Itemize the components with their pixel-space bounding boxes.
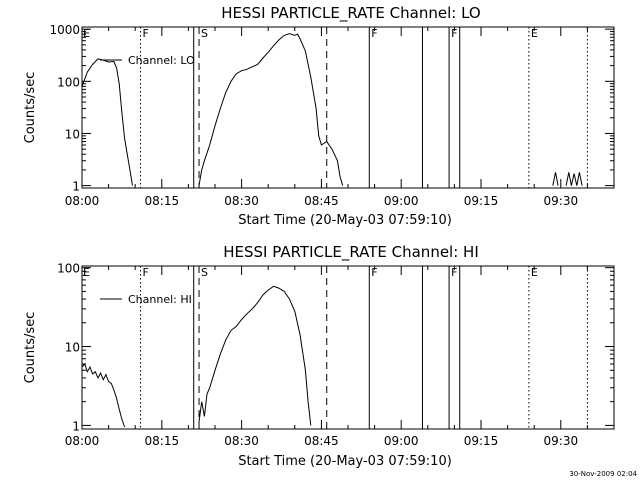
x-tick-label: 08:15 — [145, 194, 180, 208]
x-tick-label: 08:45 — [304, 194, 339, 208]
x-axis-label: Start Time (20-May-03 07:59:10) — [238, 454, 452, 469]
event-marker-label: F — [451, 266, 457, 279]
event-marker-label: S — [201, 27, 208, 40]
x-tick-label: 09:30 — [544, 434, 579, 448]
chart-title: HESSI PARTICLE_RATE Channel: HI — [223, 243, 479, 262]
x-tick-label: 09:30 — [544, 194, 579, 208]
series-line-segment — [81, 58, 133, 186]
chart-title: HESSI PARTICLE_RATE Channel: LO — [221, 4, 480, 23]
x-tick-label: 08:15 — [145, 434, 180, 448]
series-line-segment — [198, 285, 312, 426]
event-marker-label: S — [201, 266, 208, 279]
y-tick-label: 1 — [72, 419, 80, 433]
series-line-segment — [81, 363, 126, 428]
x-tick-label: 08:00 — [65, 194, 100, 208]
y-tick-label: 10 — [65, 341, 80, 355]
event-marker-label: E — [531, 27, 538, 40]
series-line-segment — [565, 172, 583, 186]
x-tick-label: 09:00 — [384, 434, 419, 448]
legend-label: Channel: HI — [128, 293, 192, 306]
x-tick-label: 08:45 — [304, 434, 339, 448]
event-marker-label: F — [143, 266, 149, 279]
y-tick-label: 1 — [72, 180, 80, 194]
series-line-segment — [552, 172, 559, 186]
start-flag-label: E — [83, 27, 90, 40]
legend-label: Channel: LO — [128, 54, 195, 67]
start-flag-label: E — [83, 266, 90, 279]
x-axis-label: Start Time (20-May-03 07:59:10) — [238, 213, 452, 228]
y-axis-label: Counts/sec — [23, 72, 38, 144]
date-stamp: 30-Nov-2009 02:04 — [569, 470, 637, 478]
event-marker-label: F — [371, 27, 377, 40]
y-axis-label: Counts/sec — [23, 312, 38, 384]
y-tick-label: 10 — [65, 127, 80, 141]
x-tick-label: 08:30 — [224, 194, 259, 208]
y-tick-label: 100 — [57, 262, 80, 276]
y-tick-label: 100 — [57, 75, 80, 89]
chart-panel-1: HESSI PARTICLE_RATE Channel: LO 1 10 100 100… — [23, 4, 615, 228]
event-marker-label: F — [451, 27, 457, 40]
event-marker-label: F — [143, 27, 149, 40]
x-tick-label: 08:00 — [65, 434, 100, 448]
x-tick-label: 09:15 — [464, 434, 499, 448]
x-tick-label: 08:30 — [224, 434, 259, 448]
y-tick-label: 1000 — [49, 23, 80, 37]
x-tick-label: 09:00 — [384, 194, 419, 208]
chart-panel-2: HESSI PARTICLE_RATE Channel: HI 1 10 100 08:… — [23, 243, 615, 469]
event-marker-label: E — [531, 266, 538, 279]
x-tick-label: 09:15 — [464, 194, 499, 208]
series-line-segment — [198, 33, 344, 186]
event-marker-label: F — [371, 266, 377, 279]
